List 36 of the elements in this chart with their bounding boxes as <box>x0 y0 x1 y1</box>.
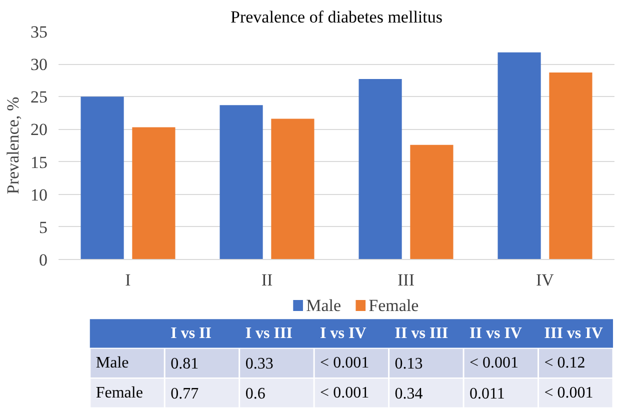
text: 0.33 <box>245 356 274 373</box>
y-tick-label: 15 <box>30 152 48 172</box>
category-label: III vs IV <box>544 324 604 342</box>
y-tick-label: 30 <box>30 55 48 74</box>
text: 0.77 <box>170 386 199 403</box>
x-tick-label: IV <box>536 270 555 290</box>
category-label: II vs IV <box>470 324 522 342</box>
category-label: I vs IV <box>320 324 367 342</box>
y-tick-label: 10 <box>30 185 48 204</box>
text: < 0.001 <box>320 384 370 402</box>
text: 0.011 <box>470 386 505 403</box>
y-tick-label: 5 <box>39 218 48 237</box>
category-label: II vs III <box>394 324 448 342</box>
text: < 0.001 <box>544 384 594 402</box>
y-axis-title: Prevalence, % <box>4 96 22 194</box>
text: 0.34 <box>394 386 423 403</box>
text: 0.81 <box>170 356 199 373</box>
legend-label: Male <box>306 296 342 315</box>
chart-title: Prevalence of diabetes mellitus <box>230 8 442 26</box>
legend-label: Female <box>368 296 419 315</box>
category-label: I vs II <box>170 324 212 342</box>
x-tick-label: III <box>398 270 415 290</box>
y-tick-label: 20 <box>30 120 48 140</box>
category-label: Female <box>96 384 143 402</box>
category-label: Male <box>96 354 129 372</box>
text: < 0.001 <box>320 354 370 372</box>
category-label: I vs III <box>245 324 292 342</box>
text: < 0.12 <box>544 354 586 372</box>
y-tick-label: 25 <box>30 88 48 107</box>
text: 0.6 <box>245 386 266 403</box>
text: < 0.001 <box>470 354 519 372</box>
text: 0.13 <box>394 356 423 373</box>
y-tick-label: 35 <box>30 22 48 42</box>
y-tick-label: 0 <box>39 250 48 270</box>
x-tick-label: I <box>125 270 132 290</box>
x-tick-label: II <box>261 270 273 290</box>
